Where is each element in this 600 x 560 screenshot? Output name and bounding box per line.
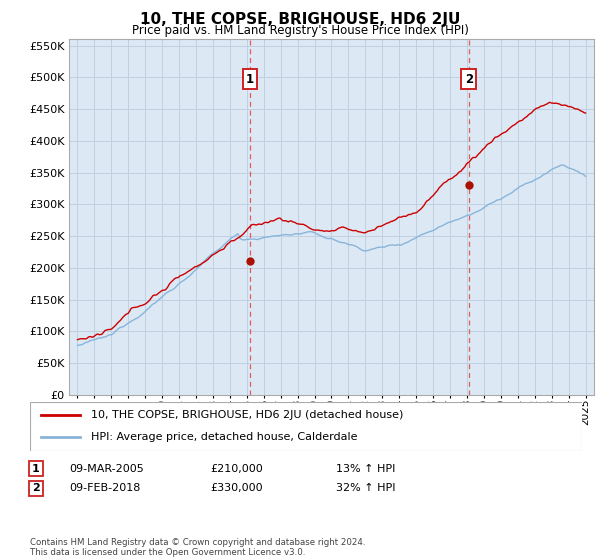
Text: HPI: Average price, detached house, Calderdale: HPI: Average price, detached house, Cald…	[91, 432, 357, 442]
Text: 1: 1	[246, 73, 254, 86]
Text: Price paid vs. HM Land Registry's House Price Index (HPI): Price paid vs. HM Land Registry's House …	[131, 24, 469, 37]
Text: 2: 2	[32, 483, 40, 493]
Text: 09-MAR-2005: 09-MAR-2005	[69, 464, 144, 474]
FancyBboxPatch shape	[30, 402, 582, 451]
Text: 10, THE COPSE, BRIGHOUSE, HD6 2JU (detached house): 10, THE COPSE, BRIGHOUSE, HD6 2JU (detac…	[91, 410, 403, 421]
Text: £210,000: £210,000	[210, 464, 263, 474]
Text: 1: 1	[32, 464, 40, 474]
Text: Contains HM Land Registry data © Crown copyright and database right 2024.
This d: Contains HM Land Registry data © Crown c…	[30, 538, 365, 557]
Text: 09-FEB-2018: 09-FEB-2018	[69, 483, 140, 493]
Text: 10, THE COPSE, BRIGHOUSE, HD6 2JU: 10, THE COPSE, BRIGHOUSE, HD6 2JU	[140, 12, 460, 27]
Text: 32% ↑ HPI: 32% ↑ HPI	[336, 483, 395, 493]
Text: £330,000: £330,000	[210, 483, 263, 493]
Text: 13% ↑ HPI: 13% ↑ HPI	[336, 464, 395, 474]
Text: 2: 2	[465, 73, 473, 86]
